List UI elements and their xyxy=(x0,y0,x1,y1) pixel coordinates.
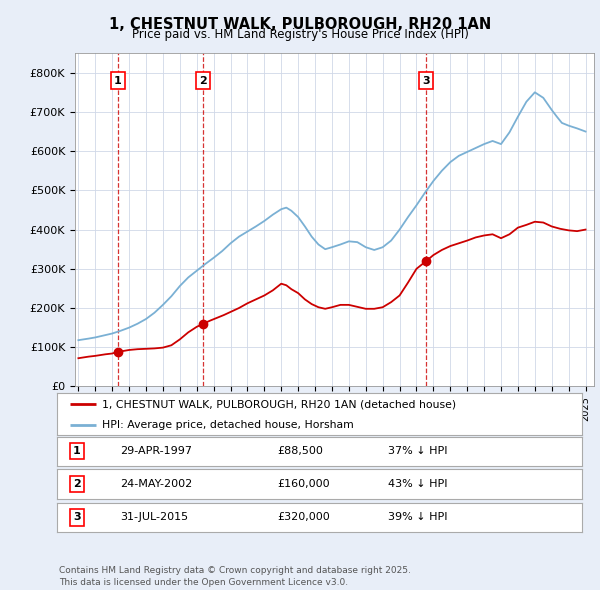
Text: 39% ↓ HPI: 39% ↓ HPI xyxy=(388,513,447,522)
Text: Contains HM Land Registry data © Crown copyright and database right 2025.
This d: Contains HM Land Registry data © Crown c… xyxy=(59,566,410,587)
Text: Price paid vs. HM Land Registry's House Price Index (HPI): Price paid vs. HM Land Registry's House … xyxy=(131,28,469,41)
Text: 37% ↓ HPI: 37% ↓ HPI xyxy=(388,447,447,456)
Text: £88,500: £88,500 xyxy=(277,447,323,456)
Text: £160,000: £160,000 xyxy=(277,479,330,489)
Text: 29-APR-1997: 29-APR-1997 xyxy=(120,447,192,456)
Text: 3: 3 xyxy=(73,513,81,522)
Text: 31-JUL-2015: 31-JUL-2015 xyxy=(120,513,188,522)
Text: £320,000: £320,000 xyxy=(277,513,330,522)
Text: 1, CHESTNUT WALK, PULBOROUGH, RH20 1AN: 1, CHESTNUT WALK, PULBOROUGH, RH20 1AN xyxy=(109,17,491,31)
Text: 3: 3 xyxy=(422,76,430,86)
Text: 1, CHESTNUT WALK, PULBOROUGH, RH20 1AN (detached house): 1, CHESTNUT WALK, PULBOROUGH, RH20 1AN (… xyxy=(101,399,456,409)
Text: HPI: Average price, detached house, Horsham: HPI: Average price, detached house, Hors… xyxy=(101,420,353,430)
Text: 43% ↓ HPI: 43% ↓ HPI xyxy=(388,479,447,489)
Text: 2: 2 xyxy=(73,479,81,489)
Text: 1: 1 xyxy=(114,76,122,86)
Text: 2: 2 xyxy=(199,76,207,86)
Text: 1: 1 xyxy=(73,447,81,456)
Text: 24-MAY-2002: 24-MAY-2002 xyxy=(120,479,192,489)
